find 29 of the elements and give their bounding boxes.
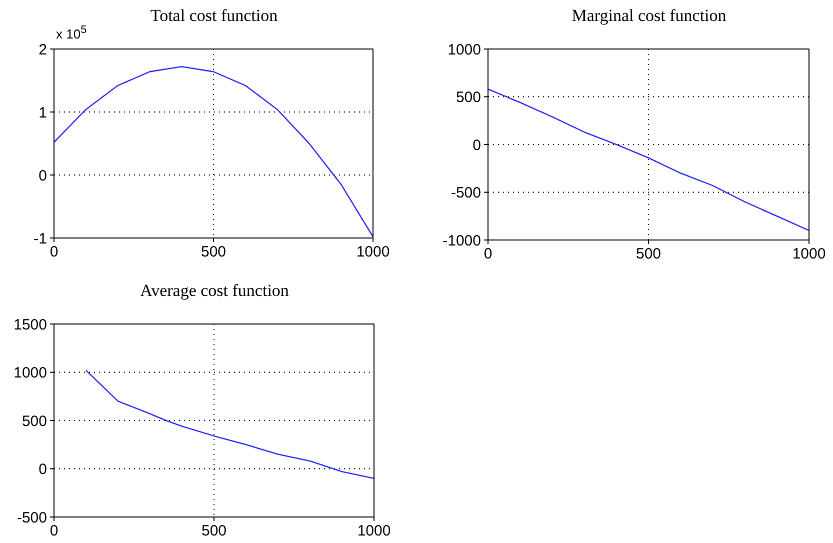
x-tick-label: 0 bbox=[484, 246, 492, 263]
x-tick-label: 500 bbox=[200, 244, 226, 261]
y-tick-label: -1 bbox=[34, 230, 47, 248]
text: x 10$^{5}$ bbox=[56, 24, 87, 42]
x-tick-label: 0 bbox=[50, 244, 58, 261]
chart-title: Average cost function bbox=[139, 281, 290, 301]
y-tick-label: 2 bbox=[38, 41, 47, 58]
line-series bbox=[85, 370, 374, 480]
line-series bbox=[488, 88, 809, 232]
x-tick-label: 1000 bbox=[792, 246, 826, 263]
y-tick-label: 1000 bbox=[448, 41, 481, 58]
y-tick-label: 500 bbox=[456, 89, 481, 106]
y-tick-label: 1500 bbox=[14, 316, 47, 334]
x-tick-label: 500 bbox=[636, 246, 662, 263]
y-tick-label: 0 bbox=[38, 461, 47, 478]
y-tick-label: 0 bbox=[38, 167, 47, 184]
x-tick-label: 1000 bbox=[356, 244, 390, 261]
y-tick-label: -500 bbox=[450, 184, 481, 202]
chart-title: Marginal cost function bbox=[570, 6, 728, 26]
y-tick-label: -1000 bbox=[442, 232, 481, 250]
y-tick-label: -500 bbox=[16, 509, 47, 526]
x-tick-label: 1000 bbox=[357, 522, 391, 540]
y-tick-label: 1000 bbox=[14, 364, 47, 382]
x-tick-label: 500 bbox=[201, 522, 227, 540]
x-tick-label: 0 bbox=[50, 522, 58, 540]
chart-title: Total cost function bbox=[150, 6, 278, 25]
y-tick-label: 1 bbox=[38, 104, 47, 122]
y-tick-label: 500 bbox=[22, 412, 47, 430]
y-tick-label: 0 bbox=[472, 136, 481, 154]
